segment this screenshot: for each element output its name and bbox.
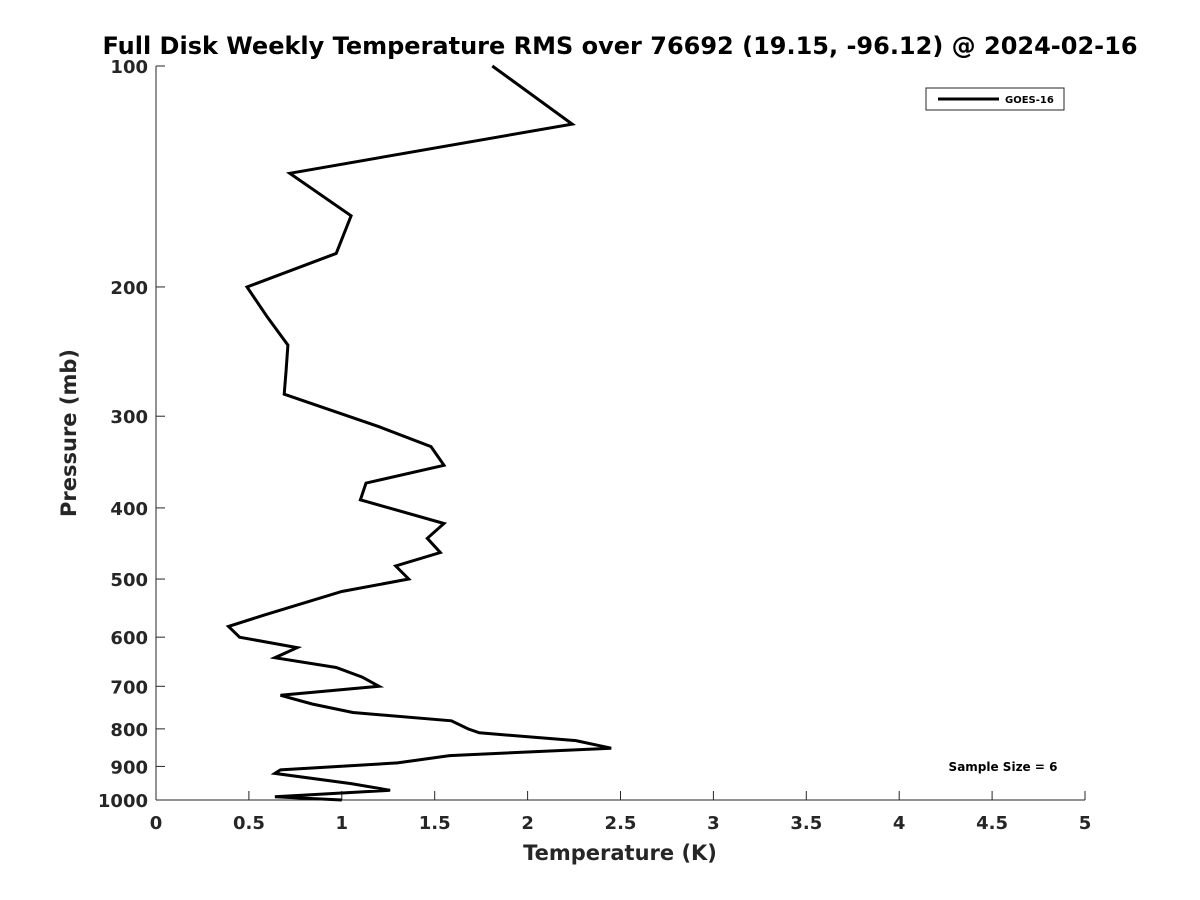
series-line-goes-16	[225, 64, 612, 802]
y-tick-label: 700	[110, 677, 148, 698]
x-tick-label: 0.5	[233, 813, 265, 834]
x-tick-label: 1	[336, 813, 349, 834]
x-tick-label: 5	[1079, 813, 1092, 834]
y-tick-label: 1000	[98, 791, 148, 812]
legend-label-goes-16: GOES-16	[1005, 95, 1054, 106]
y-tick-label: 500	[110, 570, 148, 591]
x-tick-label: 3	[707, 813, 720, 834]
x-axis-label: Temperature (K)	[523, 841, 717, 865]
x-tick-label: 2	[521, 813, 534, 834]
y-axis-label: Pressure (mb)	[57, 349, 81, 517]
sample-size-annotation: Sample Size = 6	[949, 760, 1058, 774]
x-tick-label: 0	[150, 813, 163, 834]
y-tick-label: 200	[110, 278, 148, 299]
y-tick-label: 400	[110, 499, 148, 520]
y-tick-label: 900	[110, 757, 148, 778]
x-tick-label: 4.5	[976, 813, 1008, 834]
y-tick-label: 100	[110, 57, 148, 78]
x-tick-label: 3.5	[790, 813, 822, 834]
y-tick-label: 600	[110, 628, 148, 649]
legend: GOES-16	[925, 87, 1065, 111]
x-tick-label: 1.5	[419, 813, 451, 834]
x-tick-label: 4	[893, 813, 906, 834]
x-tick-label: 2.5	[605, 813, 637, 834]
chart-title: Full Disk Weekly Temperature RMS over 76…	[102, 32, 1137, 60]
y-tick-label: 800	[110, 720, 148, 741]
y-axis-ticks: 100 200 300 400 500 600 700 800 900 1000	[98, 57, 165, 812]
y-tick-label: 300	[110, 407, 148, 428]
x-axis-ticks: 0 0.5 1 1.5 2 2.5 3 3.5 4 4.5 5	[150, 791, 1092, 834]
